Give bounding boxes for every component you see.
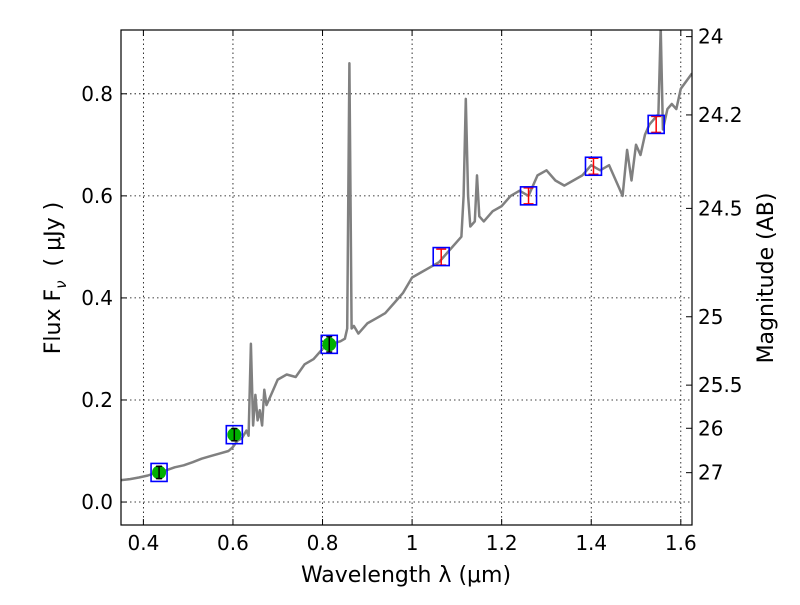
model-box <box>432 246 451 267</box>
model-box <box>519 186 538 206</box>
spectrum-line <box>121 30 692 482</box>
y-tick-label: 0.8 <box>81 82 113 106</box>
y-axis-label-sub: ν <box>52 280 70 288</box>
x-axis-label: Wavelength λ (μm) <box>301 563 511 588</box>
y-tick-label: 0.2 <box>81 388 113 412</box>
ticks: 0.4 0.6 0.8 1 1.2 1.4 1.6 0.0 0.2 0.4 0.6 0.8 24 24.2… <box>81 25 742 555</box>
plot-content <box>121 30 692 483</box>
mag-tick-label: 24 <box>698 25 723 49</box>
y-tick-label: 0.4 <box>81 286 113 310</box>
x-tick-label: 0.6 <box>217 531 249 555</box>
mag-tick-label: 25.5 <box>698 373 743 397</box>
x-tick-label: 0.4 <box>127 531 159 555</box>
y-axis-label-main: Flux F <box>41 289 66 354</box>
y-tick-label: 0.0 <box>81 490 113 514</box>
y-tick-label: 0.6 <box>81 184 113 208</box>
x-tick-label: 1.6 <box>665 531 697 555</box>
axes-frame <box>120 29 693 526</box>
y-axis-label-units: ( μJy ) <box>41 202 66 267</box>
model-box <box>647 114 665 135</box>
x-tick-label: 0.8 <box>307 531 339 555</box>
x-tick-label: 1 <box>406 531 419 555</box>
plot-area <box>121 30 692 483</box>
mag-tick-label: 25 <box>698 305 723 329</box>
mag-tick-label: 24.5 <box>698 196 743 220</box>
model-box <box>150 462 168 483</box>
model-box <box>225 424 244 445</box>
y-axis-label: Flux Fν ( μJy ) <box>41 202 70 354</box>
mag-tick-label: 24.2 <box>698 103 743 127</box>
x-tick-label: 1.4 <box>575 531 607 555</box>
model-box <box>320 334 339 355</box>
mag-tick-label: 26 <box>698 416 723 440</box>
mag-tick-label: 27 <box>698 461 723 485</box>
model-box <box>584 156 603 177</box>
y2-axis-label: Magnitude (AB) <box>754 193 779 364</box>
x-tick-label: 1.2 <box>486 531 518 555</box>
